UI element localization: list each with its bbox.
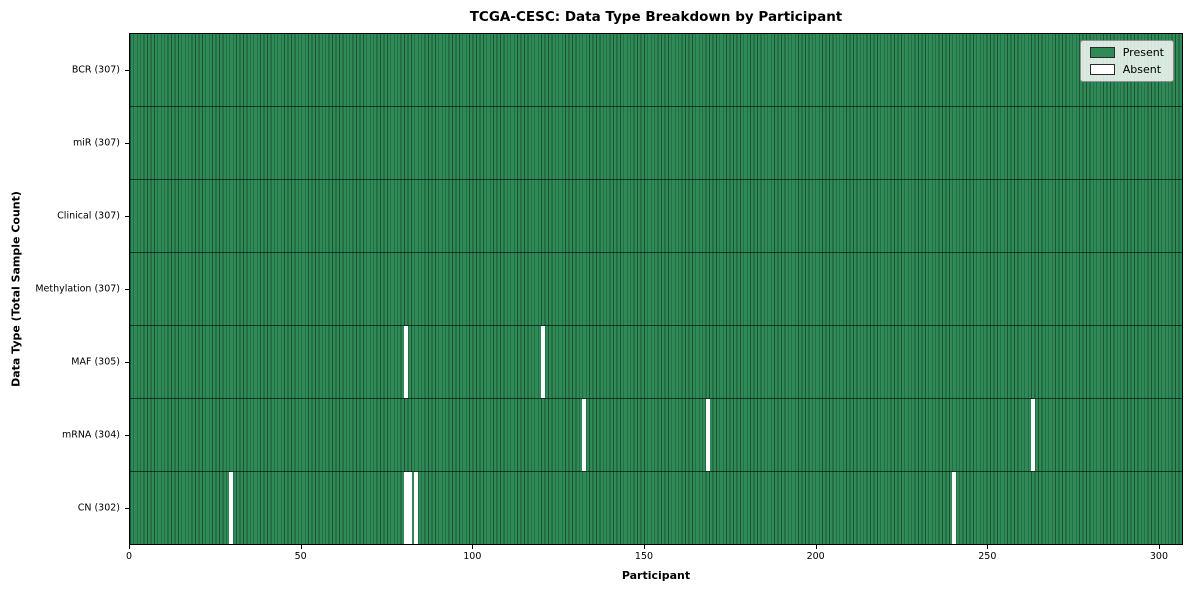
heatmap-row-cn — [130, 471, 1182, 544]
legend-swatch-absent-icon — [1089, 64, 1115, 75]
x-tick-mark — [987, 545, 989, 549]
y-axis: BCR (307) miR (307) Clinical (307) Methylat… — [0, 33, 129, 545]
absent-cell — [404, 326, 409, 398]
x-tick-mark — [643, 545, 645, 549]
y-tick-label-bcr: BCR (307) — [71, 64, 120, 76]
y-tick-label-mrna: mRNA (304) — [61, 429, 120, 441]
y-tick-label-mir: miR (307) — [72, 137, 120, 149]
x-axis-label: Participant — [621, 569, 691, 582]
y-tick-mark — [125, 69, 129, 71]
x-tick-label: 250 — [978, 551, 997, 562]
absent-cell — [952, 472, 957, 544]
y-tick-mark — [125, 362, 129, 364]
absent-cell — [229, 472, 234, 544]
y-tick-label-cn: CN (302) — [77, 502, 120, 514]
heatmap-row-maf — [130, 325, 1182, 398]
plot-area: Present Absent — [129, 33, 1183, 545]
y-tick-label-maf: MAF (305) — [71, 356, 120, 368]
absent-cell — [407, 472, 412, 544]
y-tick-mark — [125, 508, 129, 510]
y-tick-label-methylation: Methylation (307) — [35, 283, 120, 295]
legend: Present Absent — [1079, 40, 1174, 82]
x-tick-mark — [472, 545, 474, 549]
x-tick-label: 100 — [463, 551, 482, 562]
y-tick-mark — [125, 142, 129, 144]
y-tick-mark — [125, 289, 129, 290]
absent-cell — [404, 472, 409, 544]
legend-label-present: Present — [1122, 46, 1164, 59]
legend-label-absent: Absent — [1122, 63, 1162, 76]
absent-cell — [1031, 399, 1036, 471]
heatmap-row-bcr — [130, 34, 1182, 106]
x-tick-mark — [300, 545, 302, 549]
heatmap-row-methylation — [130, 252, 1182, 325]
legend-entry-absent: Absent — [1089, 63, 1164, 76]
y-tick-mark — [125, 215, 129, 217]
x-tick-label: 0 — [125, 551, 133, 562]
absent-cell — [414, 472, 419, 544]
heatmap-row-mrna — [130, 398, 1182, 471]
heatmap-rows — [130, 34, 1182, 544]
legend-entry-present: Present — [1089, 46, 1164, 59]
x-tick-mark — [1158, 545, 1160, 549]
y-tick-mark — [125, 435, 129, 437]
absent-cell — [541, 326, 546, 398]
absent-cell — [582, 399, 587, 471]
chart-title: TCGA-CESC: Data Type Breakdown by Partic… — [469, 9, 843, 25]
x-tick-label: 150 — [634, 551, 654, 562]
heatmap-row-mir — [130, 106, 1182, 179]
legend-swatch-present-icon — [1089, 47, 1115, 58]
x-tick-label: 300 — [1149, 551, 1169, 562]
x-axis: 0 50 100 150 200 250 300 — [125, 545, 1183, 569]
x-tick-mark — [129, 545, 130, 549]
y-tick-label-clinical: Clinical (307) — [57, 210, 120, 222]
x-tick-label: 200 — [806, 551, 825, 562]
x-tick-label: 50 — [294, 551, 307, 562]
heatmap-row-clinical — [130, 179, 1182, 252]
x-tick-mark — [815, 545, 817, 549]
absent-cell — [705, 399, 710, 471]
